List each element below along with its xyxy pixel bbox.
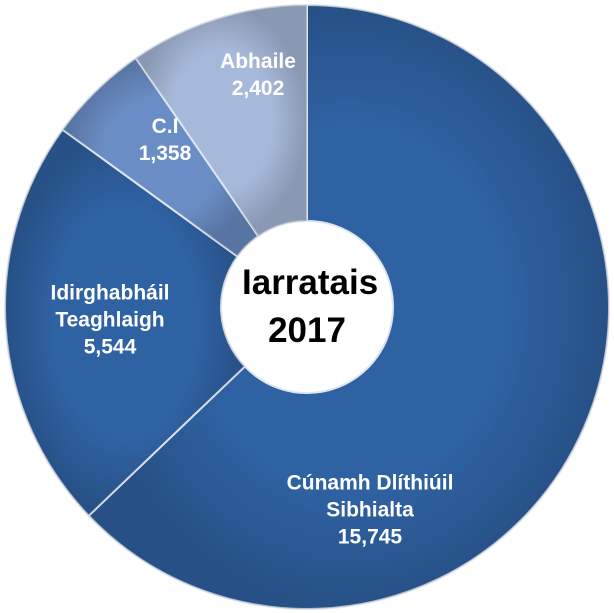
slice-label: Abhaile 2,402 [203,48,313,102]
slice-label: Idirghabháil Teaghlaigh 5,544 [15,280,205,361]
value-label: 15,745 [337,525,403,549]
category-label: C.I [151,115,179,138]
value-label: 2,402 [231,77,285,100]
category-label: Cúnamh Dlíthiúil Sibhialta [286,471,454,522]
value-label: 1,358 [138,142,192,165]
category-label: Idirghabháil Teaghlaigh [50,281,170,332]
category-label: Abhaile [220,50,296,73]
chart-title: Iarratais 2017 [242,263,379,350]
slice-label: C.I 1,358 [120,113,210,167]
value-label: 5,544 [83,335,137,359]
slice-label: Cúnamh Dlíthiúil Sibhialta 15,745 [240,470,500,551]
